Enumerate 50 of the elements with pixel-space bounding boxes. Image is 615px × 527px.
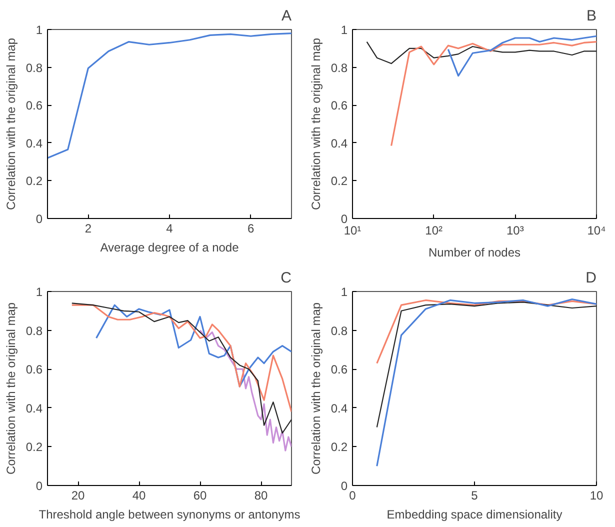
y-axis-title: Correlation with the original map	[308, 302, 323, 475]
y-tick-label: 0.4	[26, 401, 43, 416]
y-tick-label: 0.8	[26, 324, 43, 338]
y-axis-title: Correlation with the original map	[308, 38, 323, 210]
y-axis-title: Correlation with the original map	[4, 38, 18, 210]
x-axis-title: Embedding space dimensionality	[386, 508, 562, 522]
y-tick-label: 1	[36, 285, 43, 299]
y-tick-label: 0.6	[330, 98, 348, 113]
y-tick-label: 0.8	[330, 60, 348, 75]
y-tick-label: 0.4	[330, 136, 348, 150]
y-tick-label: 0.8	[26, 60, 43, 75]
x-axis-title: Average degree of a node	[100, 240, 240, 254]
x-tick-label: 4	[166, 222, 174, 236]
x-tick-label: 2	[84, 222, 92, 236]
x-tick-label: 40	[132, 488, 146, 502]
y-tick-label: 0.2	[26, 440, 43, 454]
x-tick-label: 5	[471, 488, 478, 502]
chart-title: A	[281, 8, 292, 24]
y-tick-label: 0.6	[26, 98, 43, 113]
x-tick-label: 6	[247, 222, 254, 236]
x-tick-label: 10³	[506, 224, 524, 238]
y-tick-label: 0.6	[330, 362, 348, 377]
y-tick-label: 0.4	[330, 401, 348, 416]
y-tick-label: 0	[36, 212, 43, 226]
y-tick-label: 1	[340, 285, 348, 299]
y-tick-label: 0.2	[26, 174, 43, 188]
y-tick-label: 1	[340, 23, 348, 37]
y-tick-label: 0.2	[330, 440, 348, 454]
y-tick-label: 0	[36, 479, 43, 493]
x-tick-label: 0	[349, 488, 356, 502]
x-tick-label: 10²	[425, 224, 443, 238]
x-tick-label: 80	[254, 488, 268, 502]
x-axis-title: Number of nodes	[428, 246, 521, 260]
x-tick-label: 10	[590, 488, 604, 502]
y-tick-label: 0.4	[26, 136, 43, 150]
y-axis-title: Correlation with the original map	[4, 302, 18, 475]
y-tick-label: 0	[340, 479, 348, 493]
x-tick-label: 10⁴	[587, 224, 606, 238]
y-tick-label: 0	[340, 212, 348, 226]
y-tick-label: 1	[36, 23, 43, 37]
y-tick-label: 0.6	[26, 362, 43, 377]
y-tick-label: 0.2	[330, 174, 348, 188]
chart-title: B	[586, 8, 597, 24]
chart-title: C	[280, 270, 292, 286]
chart-title: D	[586, 270, 597, 286]
x-tick-label: 60	[193, 488, 207, 502]
x-axis-title: Threshold angle between synonyms or antonyms	[38, 508, 300, 522]
x-tick-label: 10¹	[344, 224, 362, 238]
x-tick-label: 20	[71, 488, 85, 502]
y-tick-label: 0.8	[330, 324, 348, 338]
